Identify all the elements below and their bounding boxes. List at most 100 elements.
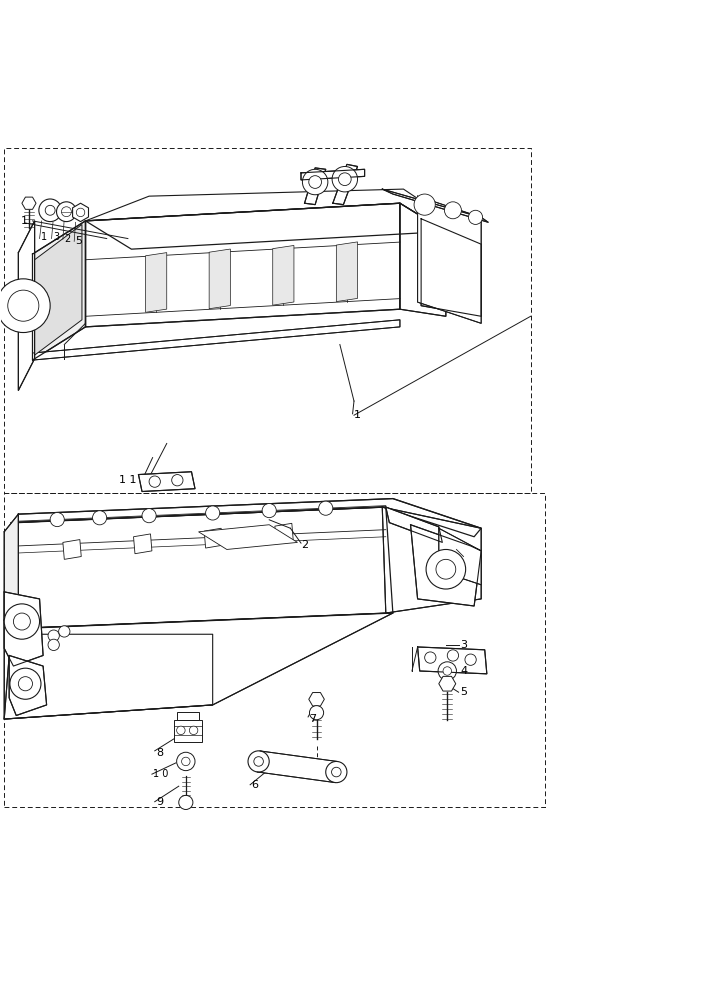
Polygon shape bbox=[418, 647, 487, 674]
Circle shape bbox=[149, 476, 161, 487]
Circle shape bbox=[309, 706, 324, 720]
Circle shape bbox=[50, 512, 64, 527]
Polygon shape bbox=[33, 320, 400, 360]
Polygon shape bbox=[146, 253, 167, 312]
Polygon shape bbox=[257, 751, 338, 783]
Circle shape bbox=[178, 795, 193, 809]
Polygon shape bbox=[86, 189, 446, 246]
Text: 1: 1 bbox=[354, 410, 361, 420]
Text: 1 0: 1 0 bbox=[154, 769, 169, 779]
Text: 3: 3 bbox=[53, 232, 59, 242]
Polygon shape bbox=[4, 592, 43, 666]
Circle shape bbox=[76, 208, 85, 217]
Text: 8: 8 bbox=[156, 748, 164, 758]
Polygon shape bbox=[4, 620, 212, 719]
Polygon shape bbox=[11, 507, 393, 629]
Text: 3: 3 bbox=[460, 640, 467, 650]
Text: 5: 5 bbox=[460, 687, 467, 697]
Polygon shape bbox=[9, 655, 47, 716]
Circle shape bbox=[176, 726, 185, 735]
Circle shape bbox=[93, 511, 107, 525]
Polygon shape bbox=[439, 528, 481, 585]
Circle shape bbox=[338, 173, 351, 186]
Circle shape bbox=[445, 202, 462, 219]
Polygon shape bbox=[304, 168, 326, 205]
Polygon shape bbox=[139, 472, 195, 492]
Polygon shape bbox=[18, 221, 35, 390]
Polygon shape bbox=[63, 540, 81, 559]
Circle shape bbox=[326, 761, 347, 783]
Circle shape bbox=[176, 752, 195, 771]
Polygon shape bbox=[4, 613, 393, 719]
Polygon shape bbox=[309, 693, 324, 706]
Circle shape bbox=[205, 506, 219, 520]
Text: 6: 6 bbox=[251, 780, 258, 790]
Circle shape bbox=[45, 205, 55, 215]
Polygon shape bbox=[418, 196, 481, 323]
Polygon shape bbox=[400, 203, 446, 316]
Polygon shape bbox=[275, 523, 293, 543]
Polygon shape bbox=[134, 534, 152, 554]
Text: 7: 7 bbox=[309, 714, 316, 724]
Polygon shape bbox=[411, 525, 481, 606]
Polygon shape bbox=[301, 169, 365, 180]
Polygon shape bbox=[273, 245, 294, 305]
Text: 1: 1 bbox=[21, 216, 28, 226]
Circle shape bbox=[248, 751, 269, 772]
Circle shape bbox=[465, 654, 476, 665]
Circle shape bbox=[443, 667, 452, 675]
Circle shape bbox=[10, 668, 41, 699]
Circle shape bbox=[426, 549, 466, 589]
Polygon shape bbox=[22, 197, 36, 209]
Circle shape bbox=[309, 176, 321, 188]
Text: 5: 5 bbox=[76, 236, 83, 246]
Circle shape bbox=[0, 279, 50, 333]
Text: 4: 4 bbox=[460, 666, 467, 676]
Polygon shape bbox=[4, 514, 18, 634]
Polygon shape bbox=[336, 242, 358, 302]
Circle shape bbox=[48, 639, 59, 651]
Circle shape bbox=[469, 210, 483, 224]
Polygon shape bbox=[386, 507, 442, 542]
Circle shape bbox=[189, 726, 198, 735]
Circle shape bbox=[4, 604, 40, 639]
Polygon shape bbox=[33, 221, 86, 360]
Text: 1: 1 bbox=[41, 232, 47, 242]
Polygon shape bbox=[18, 499, 481, 537]
Circle shape bbox=[331, 767, 341, 777]
Polygon shape bbox=[204, 528, 222, 548]
Text: 1 1: 1 1 bbox=[120, 475, 137, 485]
Circle shape bbox=[172, 475, 183, 486]
Polygon shape bbox=[198, 525, 297, 549]
Polygon shape bbox=[86, 203, 400, 327]
Circle shape bbox=[438, 662, 457, 680]
Polygon shape bbox=[421, 219, 481, 316]
Circle shape bbox=[181, 757, 190, 766]
Circle shape bbox=[436, 559, 456, 579]
Bar bbox=[174, 720, 202, 742]
Circle shape bbox=[302, 169, 328, 195]
Circle shape bbox=[59, 626, 70, 637]
Polygon shape bbox=[177, 712, 198, 720]
Text: 2: 2 bbox=[64, 234, 71, 244]
Circle shape bbox=[39, 199, 62, 222]
Polygon shape bbox=[86, 203, 446, 249]
Circle shape bbox=[48, 630, 59, 641]
Circle shape bbox=[13, 613, 30, 630]
Polygon shape bbox=[209, 249, 230, 309]
Circle shape bbox=[447, 650, 459, 661]
Circle shape bbox=[18, 677, 33, 691]
Circle shape bbox=[254, 757, 263, 766]
Polygon shape bbox=[35, 224, 82, 355]
Text: 2: 2 bbox=[301, 540, 308, 550]
Polygon shape bbox=[439, 676, 456, 691]
Circle shape bbox=[414, 194, 435, 215]
Polygon shape bbox=[382, 189, 489, 222]
Circle shape bbox=[57, 202, 76, 222]
Text: 9: 9 bbox=[156, 797, 164, 807]
Circle shape bbox=[62, 207, 72, 217]
Circle shape bbox=[319, 501, 333, 515]
Polygon shape bbox=[382, 507, 481, 613]
Polygon shape bbox=[333, 164, 358, 205]
Circle shape bbox=[425, 652, 436, 663]
